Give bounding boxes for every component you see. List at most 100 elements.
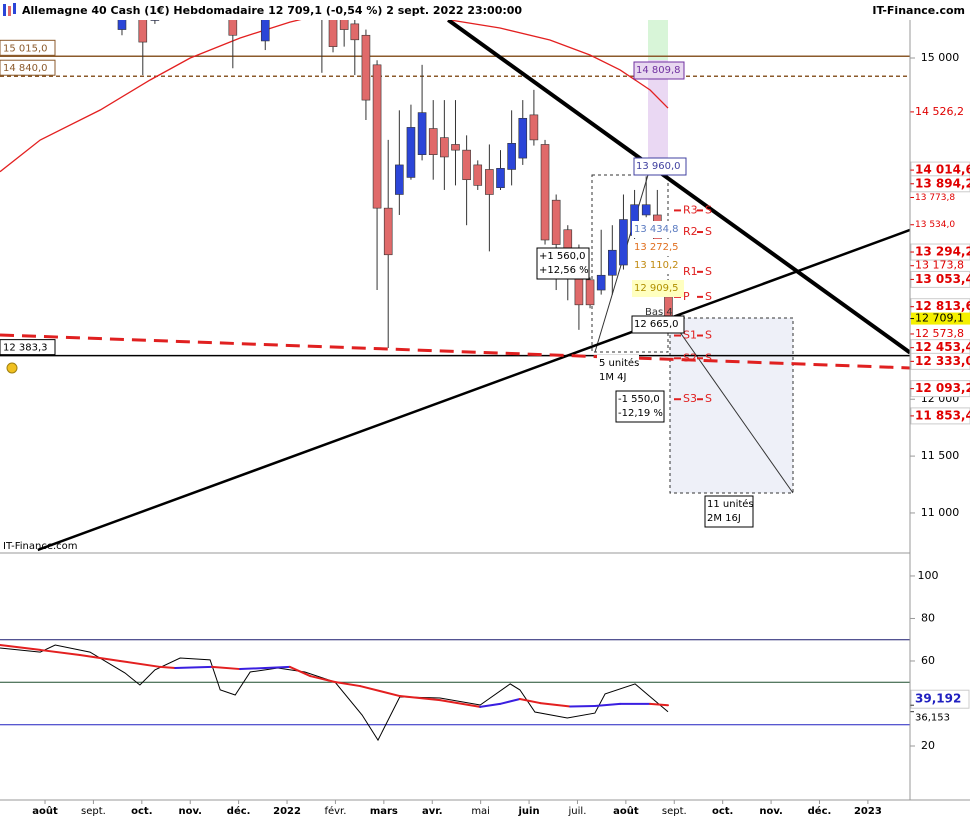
annotation-text: +1 560,0	[539, 251, 586, 262]
pivot-name: S1	[683, 329, 697, 342]
x-tick-label: avr.	[422, 806, 443, 817]
watermark: IT-Finance.com	[3, 541, 78, 552]
x-tick-label: août	[613, 805, 639, 817]
pivot-period: S	[705, 265, 712, 278]
price-label: 13 534,0	[915, 220, 955, 230]
indicator-average	[0, 644, 42, 651]
title-bar	[0, 0, 970, 20]
measure-line	[669, 317, 794, 494]
annotation-box	[633, 157, 687, 176]
x-tick-label: juil.	[568, 806, 587, 817]
annotation-box	[704, 495, 754, 528]
trendline	[447, 20, 910, 355]
price-label: 12 573,8	[915, 327, 964, 340]
source: IT-Finance.com	[872, 4, 965, 17]
candle-body	[608, 249, 617, 276]
candle-body	[551, 199, 561, 245]
indicator-average	[518, 698, 542, 705]
candle-body	[529, 114, 539, 141]
candle-body	[350, 23, 360, 41]
pivot-name: R1	[683, 265, 698, 278]
pivot-period: S	[705, 290, 712, 303]
annotation-text: 14 809,8	[636, 65, 681, 76]
price-label-box	[911, 312, 970, 325]
annotation-text: 2M 16J	[707, 513, 741, 524]
level-label-box	[0, 339, 56, 356]
x-tick-label: déc.	[808, 805, 832, 817]
annotation-text: 5 unités	[599, 357, 639, 369]
last-label: 36,153	[915, 713, 950, 724]
pivot-name: R2	[683, 225, 698, 238]
alert-icon	[6, 362, 18, 374]
indicator-average	[499, 698, 521, 705]
highlight-stripe	[648, 20, 668, 60]
indicator-average	[264, 665, 291, 669]
x-tick-label: mars	[370, 806, 398, 817]
candle-body	[462, 149, 471, 181]
candle-body	[260, 20, 270, 42]
pivot-period: S	[705, 351, 712, 364]
annotation-text: Bas 4	[645, 307, 673, 318]
x-tick-label: oct.	[131, 806, 152, 817]
indicator-average	[479, 702, 502, 708]
pivot-period: S	[705, 392, 712, 405]
y-tick-label: 11 500	[921, 449, 960, 462]
moving-average	[0, 20, 669, 173]
annotation-box	[597, 355, 639, 386]
trendline	[0, 333, 910, 370]
candle-body	[328, 20, 338, 47]
annotation-text: 13 110,2	[634, 260, 679, 271]
annotation-text: 13 272,5	[634, 242, 679, 253]
indicator-average	[309, 675, 336, 684]
candle-body	[596, 274, 606, 291]
pivot-period: S	[705, 203, 712, 216]
pivot-name: R3	[683, 203, 698, 216]
price-label: 14 526,2	[915, 105, 964, 118]
price-label: 12 453,4	[915, 340, 970, 354]
indicator-average	[174, 665, 214, 669]
x-tick-label: mai	[471, 806, 490, 817]
price-label: 13 773,8	[915, 193, 955, 203]
pivot-period: S	[705, 329, 712, 342]
y-tick-label: 100	[918, 569, 939, 582]
price-label: 14 014,6	[915, 163, 970, 177]
candle-body	[451, 144, 460, 151]
annotation-box	[631, 315, 685, 334]
y-tick-label: 60	[921, 654, 935, 667]
candle-body	[540, 144, 550, 241]
candle-body	[485, 169, 494, 195]
annotation-text: 13 960,0	[636, 161, 681, 172]
annotation-box	[633, 61, 685, 80]
candle-body	[518, 117, 528, 159]
annotation-text: 13 434,8	[634, 224, 679, 235]
candle-body	[361, 34, 371, 101]
chart-title: Allemagne 40 Cash (1€) Hebdomadaire 12 7…	[22, 4, 522, 17]
price-label: 13 173,8	[915, 259, 964, 272]
y-tick-label: 20	[921, 739, 935, 752]
annotation-text: 12 665,0	[634, 319, 679, 330]
annotation-box	[632, 221, 684, 238]
last-label: 39,192	[915, 692, 961, 706]
candle-body	[228, 20, 238, 36]
indicator-average	[39, 648, 81, 657]
indicator-average	[398, 695, 441, 702]
price-label: 13 053,4	[915, 272, 970, 286]
x-tick-label: nov.	[759, 806, 783, 817]
level-label: 12 383,3	[3, 343, 48, 354]
candle-body	[496, 168, 505, 188]
logo	[3, 4, 6, 16]
annotation-text: -1 550,0	[618, 394, 660, 405]
annotation-box	[632, 280, 684, 297]
price-label: 12 333,0	[915, 354, 970, 368]
candle-body	[117, 20, 127, 30]
logo	[13, 3, 16, 14]
candle-body	[395, 164, 404, 195]
annotation-box	[615, 390, 665, 423]
pivot-name: P	[683, 290, 690, 303]
candle-body	[406, 127, 416, 178]
pivot-name: S2	[683, 351, 697, 364]
candle-body	[138, 20, 148, 43]
annotation-text: 11 unités	[707, 498, 754, 510]
price-label: 13 894,2	[915, 176, 970, 190]
